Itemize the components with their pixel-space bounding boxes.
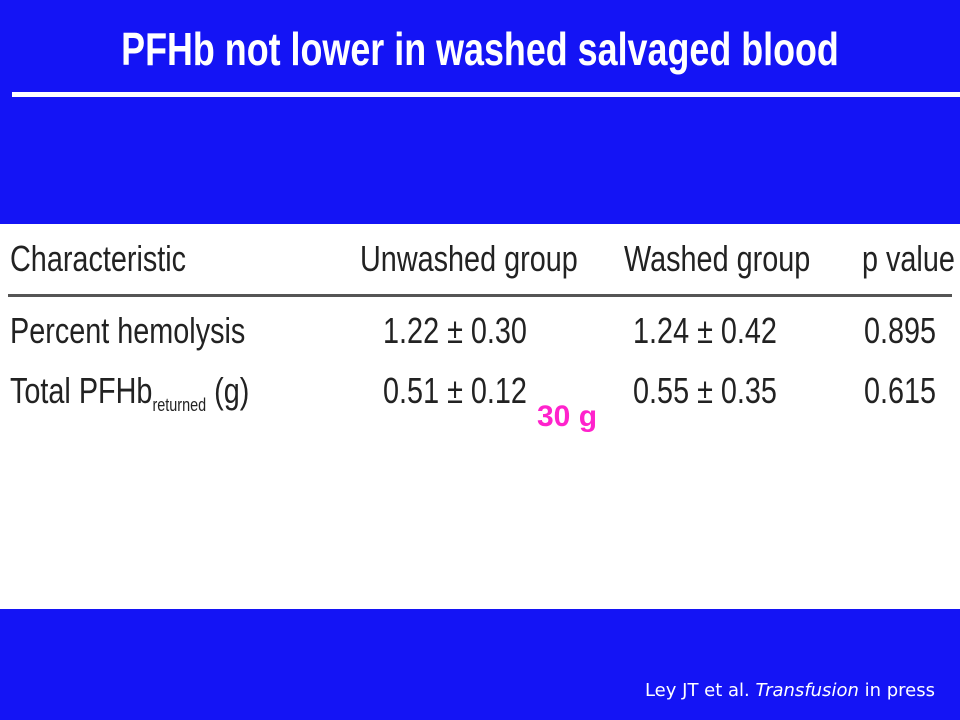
column-header: p value xyxy=(862,238,955,279)
table-cell: 0.51 ± 0.12 xyxy=(383,370,527,411)
citation-authors: Ley JT et al. xyxy=(644,680,750,701)
slide-title: PFHb not lower in washed salvaged blood xyxy=(121,23,839,75)
title-rule xyxy=(12,92,960,97)
column-header: Washed group xyxy=(624,238,811,279)
column-header: Characteristic xyxy=(10,238,187,279)
table-panel: Characteristic Unwashed group Washed gro… xyxy=(0,224,960,609)
citation-journal: Transfusion xyxy=(755,680,859,701)
header-rule xyxy=(8,294,952,297)
table-cell: 1.24 ± 0.42 xyxy=(633,310,777,351)
citation-status: in press xyxy=(864,680,935,701)
annotation: 30 g xyxy=(537,400,598,433)
column-header: Unwashed group xyxy=(360,238,578,279)
row-label-unit: (g) xyxy=(214,370,250,411)
row-label-subscript: returned xyxy=(152,395,207,416)
row-label-text: Total PFHb xyxy=(10,370,153,411)
citation: Ley JT et al. Transfusion in press xyxy=(645,680,935,701)
table-cell: 0.615 xyxy=(863,370,937,411)
table-cell: 0.895 xyxy=(863,310,937,351)
table-cell: 1.22 ± 0.30 xyxy=(383,310,527,351)
row-label: Percent hemolysis xyxy=(10,310,246,351)
row-label: Total PFHbreturned (g) xyxy=(10,370,249,416)
table-cell: 0.55 ± 0.35 xyxy=(633,370,777,411)
